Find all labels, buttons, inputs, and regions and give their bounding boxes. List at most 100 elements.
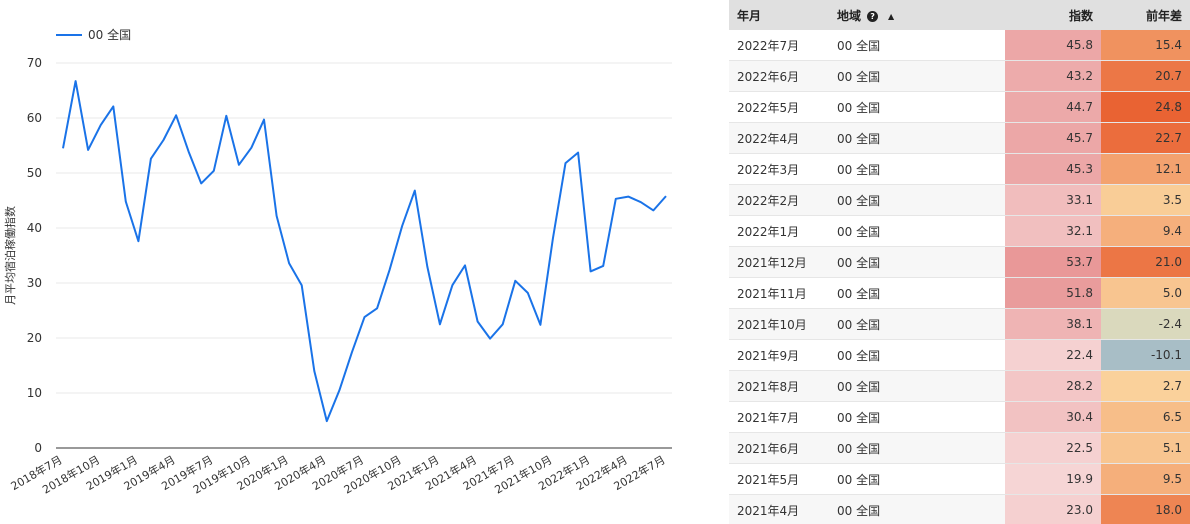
data-point[interactable] — [487, 336, 493, 342]
data-point[interactable] — [424, 264, 430, 270]
header-index[interactable]: 指数 — [1005, 0, 1101, 30]
data-point[interactable] — [161, 137, 167, 143]
data-point[interactable] — [98, 122, 104, 128]
data-point[interactable] — [173, 112, 179, 118]
data-point[interactable] — [650, 207, 656, 213]
data-point[interactable] — [299, 282, 305, 288]
cell-diff: 18.0 — [1101, 494, 1190, 524]
cell-region: 00 全国 — [829, 215, 1005, 247]
table-row[interactable]: 2022年3月 00 全国 45.3 12.1 — [729, 153, 1190, 185]
data-point[interactable] — [248, 145, 254, 151]
data-point[interactable] — [60, 145, 66, 151]
header-month-label: 年月 — [737, 8, 762, 23]
data-point[interactable] — [437, 321, 443, 327]
table-row[interactable]: 2021年7月 00 全国 30.4 6.5 — [729, 401, 1190, 433]
table-row[interactable]: 2021年9月 00 全国 22.4 -10.1 — [729, 339, 1190, 371]
y-tick-label: 30 — [27, 276, 42, 290]
cell-month: 2021年6月 — [729, 432, 829, 464]
header-diff[interactable]: 前年差 — [1101, 0, 1190, 30]
table-row[interactable]: 2022年6月 00 全国 43.2 20.7 — [729, 60, 1190, 92]
line-chart: 0 10 20 30 40 50 60 70 月平均宿泊稼働指数 2018年7月 2018年10月 2… — [3, 26, 672, 497]
data-point[interactable] — [512, 278, 518, 284]
data-point[interactable] — [525, 290, 531, 296]
data-point[interactable] — [148, 156, 154, 162]
data-point[interactable] — [374, 305, 380, 311]
cell-region: 00 全国 — [829, 184, 1005, 216]
data-point[interactable] — [198, 180, 204, 186]
table-row[interactable]: 2021年12月 00 全国 53.7 21.0 — [729, 246, 1190, 278]
data-point[interactable] — [349, 349, 355, 355]
data-point[interactable] — [336, 387, 342, 393]
cell-month: 2022年5月 — [729, 91, 829, 123]
data-point[interactable] — [475, 319, 481, 325]
header-index-label: 指数 — [1068, 8, 1093, 23]
data-point[interactable] — [537, 322, 543, 328]
chart-legend[interactable]: 00 全国 — [56, 26, 131, 43]
data-point[interactable] — [600, 263, 606, 269]
table-row[interactable]: 2021年6月 00 全国 22.5 5.1 — [729, 432, 1190, 464]
data-point[interactable] — [638, 199, 644, 205]
data-point[interactable] — [575, 150, 581, 156]
data-point[interactable] — [85, 147, 91, 153]
header-diff-label: 前年差 — [1145, 8, 1182, 23]
data-point[interactable] — [286, 260, 292, 266]
table-row[interactable]: 2021年5月 00 全国 19.9 9.5 — [729, 463, 1190, 495]
sort-asc-icon[interactable]: ▲ — [888, 11, 895, 21]
table-row[interactable]: 2022年2月 00 全国 33.1 3.5 — [729, 184, 1190, 216]
data-point[interactable] — [274, 213, 280, 219]
data-point[interactable] — [311, 368, 317, 374]
data-point[interactable] — [387, 267, 393, 273]
table-row[interactable]: 2022年1月 00 全国 32.1 9.4 — [729, 215, 1190, 247]
data-point[interactable] — [462, 262, 468, 268]
data-point[interactable] — [110, 103, 116, 109]
data-point[interactable] — [500, 321, 506, 327]
cell-index: 23.0 — [1005, 494, 1101, 524]
table-row[interactable]: 2021年10月 00 全国 38.1 -2.4 — [729, 308, 1190, 340]
cell-region: 00 全国 — [829, 370, 1005, 402]
data-point[interactable] — [73, 78, 79, 84]
cell-diff: -10.1 — [1101, 339, 1190, 371]
cell-month: 2021年8月 — [729, 370, 829, 402]
table-row[interactable]: 2021年11月 00 全国 51.8 5.0 — [729, 277, 1190, 309]
cell-month: 2021年9月 — [729, 339, 829, 371]
cell-month: 2022年2月 — [729, 184, 829, 216]
data-point[interactable] — [449, 282, 455, 288]
table-row[interactable]: 2022年5月 00 全国 44.7 24.8 — [729, 91, 1190, 123]
data-point[interactable] — [613, 196, 619, 202]
data-point[interactable] — [563, 160, 569, 166]
data-point[interactable] — [236, 162, 242, 168]
y-tick-label: 10 — [27, 386, 42, 400]
header-region[interactable]: 地域? ▲ — [829, 0, 1005, 30]
data-point[interactable] — [261, 117, 267, 123]
cell-diff: 5.1 — [1101, 432, 1190, 464]
table-row[interactable]: 2022年4月 00 全国 45.7 22.7 — [729, 122, 1190, 154]
data-point[interactable] — [186, 149, 192, 155]
help-icon[interactable]: ? — [867, 10, 879, 22]
y-tick-label: 20 — [27, 331, 42, 345]
data-point[interactable] — [362, 314, 368, 320]
cell-month: 2021年7月 — [729, 401, 829, 433]
series-line[interactable] — [62, 80, 667, 423]
header-month[interactable]: 年月 — [729, 0, 829, 30]
data-point[interactable] — [550, 235, 556, 241]
data-point[interactable] — [399, 223, 405, 229]
table-header-row: 年月 地域? ▲ 指数 前年差 — [729, 0, 1190, 30]
data-point[interactable] — [324, 418, 330, 424]
data-point[interactable] — [412, 188, 418, 194]
data-point[interactable] — [223, 113, 229, 119]
data-point[interactable] — [211, 168, 217, 174]
cell-index: 43.2 — [1005, 60, 1101, 92]
data-point[interactable] — [123, 199, 129, 205]
cell-diff: 6.5 — [1101, 401, 1190, 433]
cell-region: 00 全国 — [829, 401, 1005, 433]
table-row[interactable]: 2021年4月 00 全国 23.0 18.0 — [729, 494, 1190, 524]
cell-index: 30.4 — [1005, 401, 1101, 433]
table-row[interactable]: 2022年7月 00 全国 45.8 15.4 — [729, 30, 1190, 61]
data-point[interactable] — [588, 268, 594, 274]
cell-diff: 22.7 — [1101, 122, 1190, 154]
data-point[interactable] — [625, 194, 631, 200]
data-point[interactable] — [663, 193, 669, 199]
table-row[interactable]: 2021年8月 00 全国 28.2 2.7 — [729, 370, 1190, 402]
cell-index: 38.1 — [1005, 308, 1101, 340]
data-point[interactable] — [135, 238, 141, 244]
